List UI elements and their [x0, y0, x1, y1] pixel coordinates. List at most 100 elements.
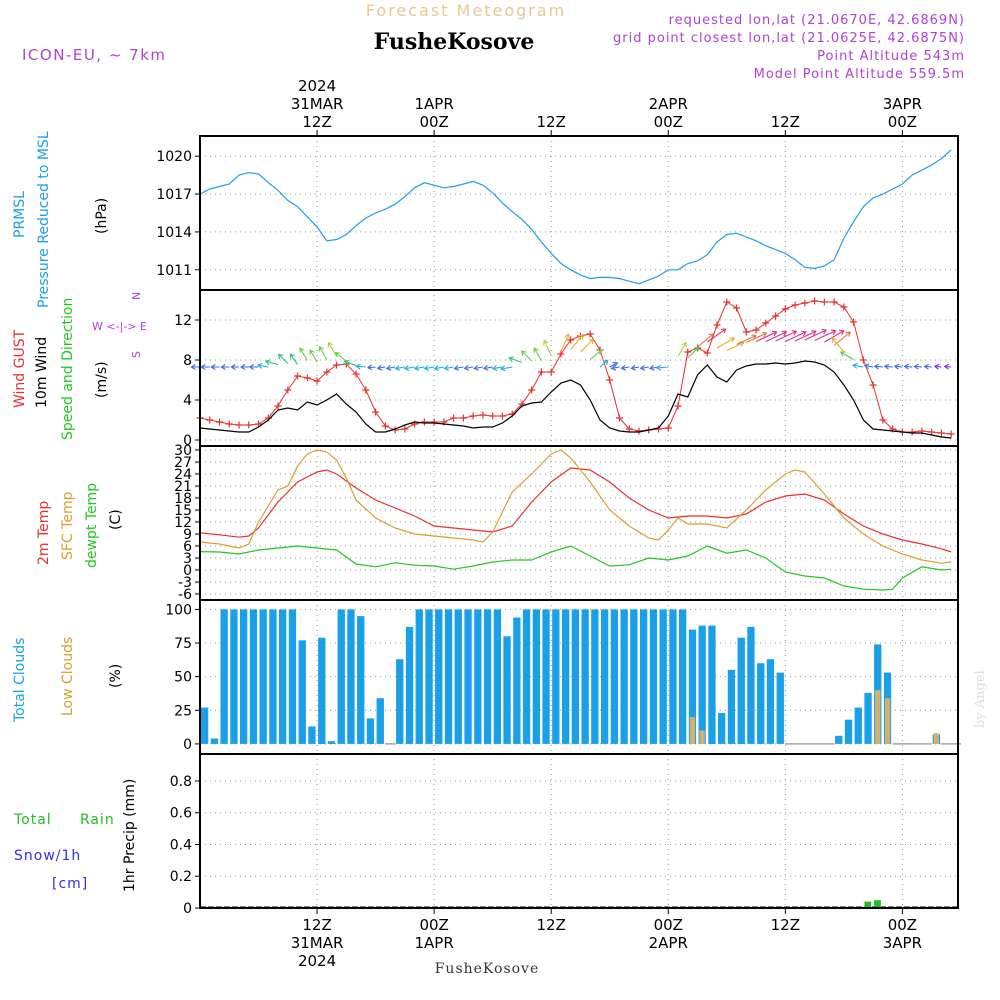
footer-station: FusheKosove — [435, 961, 540, 977]
low-cloud-bar — [884, 698, 891, 744]
wind-arrow — [343, 359, 357, 367]
total-cloud-bar — [835, 735, 843, 744]
time-label-top: 12Z — [302, 113, 331, 131]
panel-pressure: 1011 1014 1017 1020 — [156, 136, 958, 290]
y-tick-label: 15 — [174, 503, 192, 519]
total-cloud-bar — [259, 609, 267, 744]
wind-arrow — [677, 341, 687, 357]
total-cloud-bar — [864, 692, 872, 744]
total-cloud-bar — [435, 609, 443, 744]
chart-title: Forecast Meteogram — [366, 1, 566, 20]
gust-marker — [811, 297, 819, 305]
wind-arrow — [210, 364, 220, 370]
wind-arrow — [520, 350, 533, 362]
total-cloud-bar — [269, 609, 277, 744]
gust-marker — [420, 418, 428, 426]
wind-arrow — [560, 333, 570, 352]
gust-marker — [801, 299, 809, 307]
total-cloud-bar — [396, 659, 404, 744]
wind-desc-label: Speed and Direction — [60, 298, 76, 440]
gust-marker — [537, 368, 545, 376]
y-tick-label: 3 — [183, 551, 192, 567]
model-altitude: Model Point Altitude 559.5m — [754, 67, 965, 82]
wind-arrow — [697, 333, 714, 348]
total-cloud-bar — [688, 629, 697, 744]
wind-arrow — [609, 361, 619, 368]
compass-we: W <-|-> E — [92, 320, 147, 333]
y-tick-label: 30 — [174, 443, 192, 459]
gust-marker — [235, 421, 243, 429]
time-label-bottom: 00Z — [654, 916, 683, 934]
gust-marker — [879, 416, 887, 424]
wind-arrow — [500, 365, 513, 372]
gust-marker — [606, 376, 614, 384]
gust-line — [199, 300, 952, 435]
time-label-top: 00Z — [888, 113, 917, 131]
y-tick-label: 0 — [183, 433, 192, 449]
wind-arrow — [334, 351, 347, 362]
panel-frame — [199, 753, 959, 909]
total-cloud-bar — [562, 609, 570, 744]
gust-marker — [459, 414, 467, 422]
total-cloud-bar — [630, 609, 638, 744]
wind-arrow — [913, 363, 922, 370]
year-label-top: 2024 — [298, 77, 336, 95]
gust-marker — [752, 326, 760, 334]
wind-arrow — [716, 337, 736, 349]
wind-arrow — [933, 363, 942, 370]
gust-marker — [859, 356, 867, 364]
closest-coords: grid point closest lon,lat (21.0625E, 42… — [613, 31, 965, 46]
total-cloud-bar — [376, 698, 384, 744]
panel-frame — [199, 289, 959, 447]
station-title: FusheKosove — [374, 29, 535, 55]
total-cloud-bar — [747, 626, 755, 744]
wind-arrow — [508, 356, 523, 364]
gust-marker — [216, 418, 224, 426]
total-cloud-bar — [854, 707, 862, 744]
gust-marker — [840, 303, 848, 311]
clouds-unit: (%) — [108, 664, 124, 688]
compass-n: N — [130, 292, 143, 300]
total-cloud-bar — [347, 609, 355, 744]
wind-arrow — [491, 365, 503, 372]
y-tick-label: 6 — [183, 539, 192, 555]
wind-arrow — [863, 363, 874, 370]
panel-wind: 0 4 8 12 — [174, 290, 958, 449]
wind-arrow — [852, 362, 864, 369]
date-label-bottom: 3APR — [883, 934, 922, 952]
gust-marker — [937, 429, 945, 437]
total-cloud-bar — [513, 617, 521, 744]
gust-marker — [284, 386, 292, 394]
time-axis: 12Z12Z31MAR31MAR2024202400Z00Z1APR1APR12… — [291, 77, 922, 970]
wind-arrow — [655, 364, 669, 371]
wind-speed-line — [199, 360, 952, 439]
wind-arrow — [473, 364, 483, 371]
wind-arrow — [804, 328, 827, 341]
y-tick-label: 1020 — [156, 149, 192, 165]
total-cloud-bar — [454, 609, 462, 744]
total-cloud-bar — [415, 609, 423, 744]
wind-arrow — [620, 364, 630, 371]
compass-s: S — [130, 351, 143, 358]
gust-marker — [313, 377, 321, 385]
precip-labels: Total Rain Snow/1h [cm] 1hr Precip (mm) — [13, 779, 138, 892]
low-clouds-label: Low Clouds — [60, 637, 76, 716]
wind-unit: (m/s) — [94, 361, 110, 398]
total-cloud-bar — [503, 636, 511, 744]
wind-arrow — [443, 365, 454, 371]
total-cloud-bar — [737, 637, 745, 744]
gust-marker — [781, 305, 789, 313]
gust-marker — [869, 381, 877, 389]
time-label-top: 00Z — [654, 113, 683, 131]
y-tick-label: -3 — [178, 575, 192, 591]
total-cloud-bar — [766, 659, 775, 744]
gust-marker — [791, 301, 799, 309]
temp-unit: (C) — [108, 509, 124, 530]
wind-arrow — [814, 329, 837, 341]
wind-arrow — [482, 364, 493, 371]
total-cloud-bar — [552, 609, 560, 744]
gust-marker — [294, 372, 302, 380]
pressure-unit: (hPa) — [94, 198, 110, 234]
